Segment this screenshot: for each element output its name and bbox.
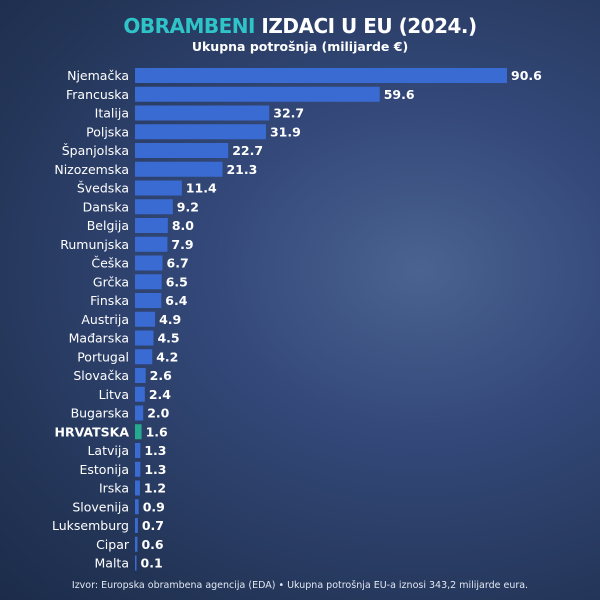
value-label: 6.5 xyxy=(166,274,188,289)
category-label: Litva xyxy=(99,387,129,402)
category-label: Belgija xyxy=(87,218,129,233)
value-label: 11.4 xyxy=(186,181,217,196)
category-label: Finska xyxy=(90,293,129,308)
value-label: 22.7 xyxy=(232,143,263,158)
value-label: 6.4 xyxy=(165,293,187,308)
bar xyxy=(135,143,229,158)
bar xyxy=(135,536,138,552)
value-label: 2.6 xyxy=(150,368,172,383)
value-label: 1.3 xyxy=(144,443,166,458)
category-label: Rumunjska xyxy=(60,237,129,252)
bar xyxy=(135,311,156,327)
value-label: 7.9 xyxy=(171,237,193,252)
value-label: 90.6 xyxy=(511,68,542,83)
value-label: 32.7 xyxy=(273,106,304,121)
bar xyxy=(135,255,163,271)
bar xyxy=(135,180,182,196)
value-label: 1.6 xyxy=(146,424,168,439)
category-label: Švedska xyxy=(77,181,129,196)
bar xyxy=(135,405,144,421)
bar xyxy=(135,443,141,458)
title-rest: IZDACI U EU (2024.) xyxy=(254,14,477,38)
category-label: Austrija xyxy=(81,312,129,327)
category-label: Francuska xyxy=(66,87,129,102)
bar xyxy=(135,499,139,515)
value-label: 0.9 xyxy=(143,499,165,514)
value-label: 0.7 xyxy=(142,518,164,533)
category-label: Portugal xyxy=(77,349,129,364)
category-label: Slovenija xyxy=(72,499,129,514)
bar xyxy=(135,349,153,365)
value-label: 4.5 xyxy=(157,331,179,346)
bar xyxy=(135,218,168,233)
category-label: Slovačka xyxy=(73,368,129,383)
category-label: HRVATSKA xyxy=(54,424,129,439)
bar xyxy=(135,68,507,83)
category-label: Mađarska xyxy=(69,331,129,346)
category-label: Latvija xyxy=(87,443,129,458)
value-label: 4.2 xyxy=(156,349,178,364)
value-label: 59.6 xyxy=(384,87,415,102)
category-label: Italija xyxy=(95,106,129,121)
category-label: Poljska xyxy=(86,124,129,139)
category-label: Estonija xyxy=(80,462,130,477)
category-label: Bugarska xyxy=(71,406,129,421)
bar xyxy=(135,293,162,308)
category-label: Luksemburg xyxy=(52,518,129,533)
bar xyxy=(135,461,141,477)
value-label: 6.7 xyxy=(167,256,189,271)
bar xyxy=(135,518,138,533)
value-label: 9.2 xyxy=(177,199,199,214)
value-label: 0.6 xyxy=(141,537,163,552)
bar xyxy=(135,330,154,346)
bar xyxy=(135,480,140,496)
value-label: 21.3 xyxy=(226,162,257,177)
value-label: 8.0 xyxy=(172,218,194,233)
bar xyxy=(135,555,137,571)
bar xyxy=(135,236,168,252)
bar xyxy=(135,86,380,102)
category-label: Malta xyxy=(95,556,129,571)
bar xyxy=(135,386,145,402)
value-label: 4.9 xyxy=(159,312,181,327)
category-label: Španjolska xyxy=(62,143,129,158)
bar xyxy=(135,124,266,140)
value-label: 2.4 xyxy=(149,387,171,402)
bar xyxy=(135,424,142,440)
chart-subtitle: Ukupna potrošnja (milijarde €) xyxy=(191,39,409,54)
value-label: 2.0 xyxy=(147,406,169,421)
category-label: Njemačka xyxy=(67,68,129,83)
source-note: Izvor: Europska obrambena agencija (EDA)… xyxy=(71,580,529,591)
value-label: 0.1 xyxy=(141,556,163,571)
bar xyxy=(135,105,270,121)
bar xyxy=(135,161,223,177)
value-label: 1.2 xyxy=(144,481,166,496)
bar xyxy=(135,368,146,383)
category-label: Cipar xyxy=(96,537,130,552)
chart-title: OBRAMBENI IZDACI U EU (2024.) xyxy=(0,14,600,38)
bar xyxy=(135,274,162,290)
value-label: 1.3 xyxy=(144,462,166,477)
category-label: Grčka xyxy=(93,274,129,289)
value-label: 31.9 xyxy=(270,124,301,139)
category-label: Danska xyxy=(83,199,129,214)
category-label: Nizozemska xyxy=(54,162,129,177)
bar xyxy=(135,199,173,215)
category-label: Češka xyxy=(91,256,129,271)
title-accent: OBRAMBENI xyxy=(123,14,255,38)
category-label: Irska xyxy=(99,481,129,496)
